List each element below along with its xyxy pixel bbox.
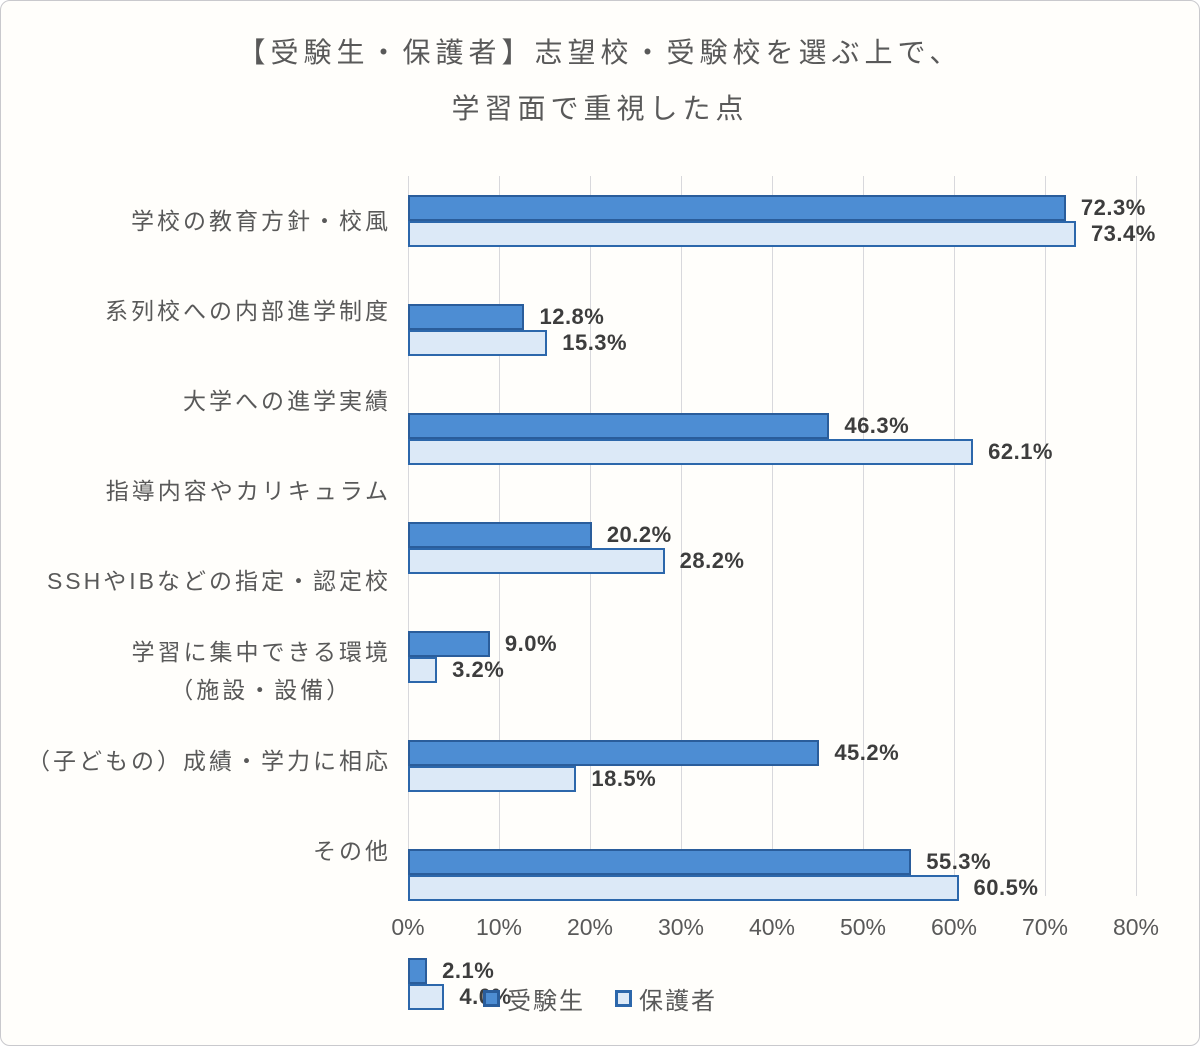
value-label: 9.0% — [504, 631, 558, 656]
bar-保護者 — [408, 657, 438, 683]
bar-row: 9.0% 3.2% — [408, 631, 1136, 721]
value-label: 2.1% — [442, 958, 495, 983]
value-label: 15.3% — [562, 330, 628, 355]
gridline — [863, 176, 864, 896]
category-label: 学習に集中できる環境 （施設・設備） — [131, 639, 391, 703]
bar-row: 2.1%4.0% — [408, 958, 1136, 1045]
gridline — [954, 176, 955, 896]
bar-受験生 — [408, 195, 1066, 221]
value-label: 28.2% — [679, 548, 745, 573]
bar-保護者 — [408, 875, 959, 901]
category-label: 系列校への内部進学制度 — [105, 298, 391, 324]
bar-保護者 — [408, 548, 665, 574]
x-tick-label: 10% — [475, 914, 523, 940]
category-label: 学校の教育方針・校風 — [131, 208, 391, 234]
value-label: 62.1% — [988, 439, 1053, 464]
gridline — [772, 176, 773, 896]
bar-line: 15.3% — [408, 330, 1136, 356]
legend-label-hogosha: 保護者 — [639, 988, 717, 1015]
bar-row: 72.3% 73.4% — [408, 195, 1155, 285]
value-label: 46.3% — [844, 413, 910, 438]
value-label: 18.5% — [591, 766, 657, 791]
bar-受験生 — [408, 304, 525, 330]
bar-line: 55.3% — [408, 849, 1136, 875]
bar-row: 55.3% 60.5% — [408, 849, 1136, 939]
bar-line: 60.5% — [408, 875, 1136, 901]
category-labels: 学校の教育方針・校風系列校への内部進学制度大学への進学実績指導内容やカリキュラム… — [1, 176, 391, 896]
x-tick-label: 60% — [930, 914, 978, 940]
x-tick-label: 30% — [657, 914, 705, 940]
legend-item-jukensei: 受験生 — [483, 981, 585, 1016]
x-tick-label: 50% — [839, 914, 887, 940]
bar-row: 12.8% 15.3% — [408, 304, 1136, 394]
bar-line: 3.2% — [408, 657, 1136, 683]
category-label: SSHやIBなどの指定・認定校 — [46, 568, 391, 594]
bar-受験生 — [408, 522, 592, 548]
bar-line: 45.2% — [408, 740, 1136, 766]
bar-保護者 — [408, 984, 445, 1010]
bar-受験生 — [408, 849, 912, 875]
legend: 受験生 保護者 — [1, 981, 1199, 1016]
plot-area: 72.3% 73.4% 12.8% 15.3% 46.3% 62.1% 20.2% 28.2%… — [408, 176, 1155, 1010]
x-axis: 0% 10% 20% 30% 40% 50% 60% 70% 80% — [391, 914, 1159, 948]
x-tick-label: 40% — [748, 914, 796, 940]
value-label: 3.2% — [452, 657, 505, 682]
value-label: 12.8% — [539, 304, 605, 329]
legend-item-hogosha: 保護者 — [615, 981, 717, 1016]
bar-line: 72.3% — [408, 195, 1145, 221]
category-label: 大学への進学実績 — [183, 388, 391, 414]
value-label: 72.3% — [1080, 195, 1146, 220]
bar-受験生 — [408, 631, 490, 657]
category-label: その他 — [313, 838, 391, 864]
x-tick-label: 70% — [1021, 914, 1069, 940]
value-label: 60.5% — [973, 875, 1039, 900]
value-label: 73.4% — [1090, 221, 1156, 246]
bar-line: 28.2% — [408, 548, 1136, 574]
value-label: 55.3% — [926, 849, 992, 874]
bar-line: 73.4% — [408, 221, 1155, 247]
gridline — [1045, 176, 1046, 896]
value-label: 20.2% — [606, 522, 672, 547]
legend-swatch-hogosha-icon — [615, 990, 632, 1007]
chart-title-line2: 学習面で重視した点 — [451, 93, 749, 124]
x-tick-label: 80% — [1112, 914, 1160, 940]
bar-line: 46.3% — [408, 413, 1136, 439]
gridline — [1136, 176, 1137, 896]
bar-line: 12.8% — [408, 304, 1136, 330]
bar-受験生 — [408, 740, 820, 766]
bar-保護者 — [408, 766, 577, 792]
bar-row: 20.2% 28.2% — [408, 522, 1136, 612]
bar-line: 62.1% — [408, 439, 1136, 465]
bar-row: 46.3% 62.1% — [408, 413, 1136, 503]
bar-保護者 — [408, 221, 1076, 247]
x-tick-label: 0% — [391, 914, 425, 940]
bar-line: 9.0% — [408, 631, 1136, 657]
bar-line: 2.1% — [408, 958, 1136, 984]
value-label: 45.2% — [834, 740, 900, 765]
bar-受験生 — [408, 958, 428, 984]
legend-label-jukensei: 受験生 — [507, 988, 585, 1015]
category-label: 指導内容やカリキュラム — [105, 478, 391, 504]
bar-保護者 — [408, 330, 548, 356]
bar-row: 45.2% 18.5% — [408, 740, 1136, 830]
gridline — [681, 176, 682, 896]
x-tick-label: 20% — [566, 914, 614, 940]
chart-title-line1: 【受験生・保護者】志望校・受験校を選ぶ上で、 — [237, 37, 963, 68]
category-label: （子どもの）成績・学力に相応 — [27, 748, 391, 774]
bar-受験生 — [408, 413, 830, 439]
bar-line: 20.2% — [408, 522, 1136, 548]
legend-swatch-jukensei-icon — [483, 990, 500, 1007]
bar-保護者 — [408, 439, 974, 465]
bar-line: 18.5% — [408, 766, 1136, 792]
chart-title: 【受験生・保護者】志望校・受験校を選ぶ上で、 学習面で重視した点 — [1, 25, 1199, 137]
